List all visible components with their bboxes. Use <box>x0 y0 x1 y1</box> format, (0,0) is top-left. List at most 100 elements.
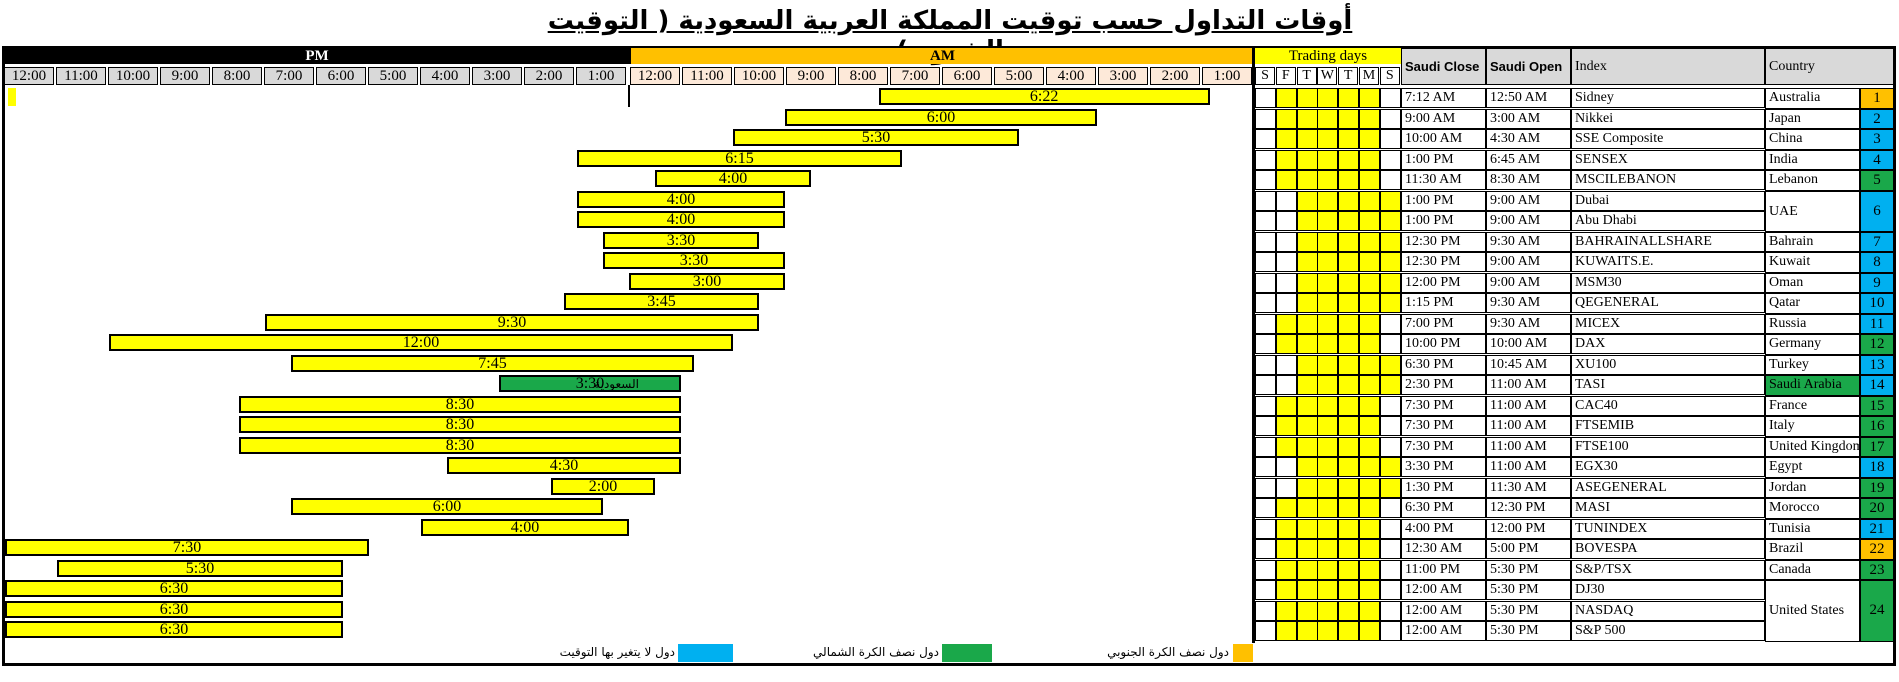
am-hour-label: 12:00 <box>630 67 680 85</box>
country-cell: Germany <box>1765 334 1860 355</box>
trading-day-cell <box>1379 108 1401 129</box>
trading-day-cell <box>1359 293 1380 313</box>
trading-day-cell <box>1296 293 1318 313</box>
trading-day-cell <box>1359 252 1380 272</box>
trading-day-cell <box>1359 170 1380 190</box>
table-cell-close: 3:30 PM <box>1401 457 1486 477</box>
trading-day-cell <box>1317 559 1339 580</box>
trading-day-cell <box>1338 416 1360 436</box>
trading-day-cell <box>1255 539 1276 559</box>
bar-duration: 6:00 <box>432 498 462 515</box>
trading-day-cell <box>1275 354 1297 375</box>
trading-day-cell <box>1338 88 1360 108</box>
sidney-wrap-marker <box>8 88 16 106</box>
trading-day-cell <box>1275 313 1297 334</box>
saudi-bar-label: السعودية <box>594 377 639 391</box>
pm-hour-label: 8:00 <box>212 67 262 85</box>
country-cell: Morocco <box>1765 498 1860 519</box>
trading-day-cell <box>1275 149 1297 170</box>
table-cell-open: 12:50 AM <box>1486 88 1571 108</box>
trading-day-cell <box>1379 88 1401 108</box>
trading-day-cell <box>1359 211 1380 231</box>
trading-day-cell <box>1359 498 1380 518</box>
trading-day-cell <box>1317 518 1339 539</box>
am-hour-label: 11:00 <box>682 67 732 85</box>
am-hour-label: 9:00 <box>786 67 836 85</box>
am-hour-label: 6:00 <box>942 67 992 85</box>
trading-day-cell <box>1255 293 1276 313</box>
table-cell-open: 12:30 PM <box>1486 498 1571 518</box>
bar-duration: 4:00 <box>718 170 748 187</box>
country-number: 1 <box>1860 88 1894 109</box>
trading-day-cell <box>1275 88 1297 108</box>
table-cell-open: 12:00 PM <box>1486 518 1571 539</box>
trading-day-cell <box>1296 272 1318 293</box>
trading-bar: 6:00 <box>785 108 1097 126</box>
trading-day-cell <box>1317 313 1339 334</box>
table-cell-open: 9:00 AM <box>1486 190 1571 211</box>
trading-day-cell <box>1379 580 1401 600</box>
country-number: 2 <box>1860 108 1894 129</box>
country-number: 13 <box>1860 354 1894 375</box>
trading-day-cell <box>1338 600 1360 621</box>
country-number: 22 <box>1860 539 1894 560</box>
trading-day-cell <box>1317 416 1339 436</box>
table-cell-open: 11:30 AM <box>1486 477 1571 498</box>
table-cell-index: XU100 <box>1571 354 1765 375</box>
trading-bar: 2:00 <box>551 477 655 495</box>
trading-day-cell <box>1379 395 1401 416</box>
trading-day-cell <box>1296 190 1318 211</box>
am-hour-label: 8:00 <box>838 67 888 85</box>
table-cell-open: 5:30 PM <box>1486 621 1571 641</box>
trading-bar: 8:30 <box>239 436 681 454</box>
trading-day-cell <box>1317 436 1339 457</box>
trading-bar: 3:30 <box>603 252 785 269</box>
trading-day-cell <box>1338 498 1360 518</box>
trading-day-cell <box>1275 580 1297 600</box>
trading-day-cell <box>1359 477 1380 498</box>
country-cell: China <box>1765 129 1860 150</box>
table-cell-close: 12:00 AM <box>1401 600 1486 621</box>
trading-day-cell <box>1359 272 1380 293</box>
table-cell-open: 9:30 AM <box>1486 231 1571 252</box>
trading-day-cell <box>1296 88 1318 108</box>
trading-day-cell <box>1275 416 1297 436</box>
table-cell-open: 11:00 AM <box>1486 416 1571 436</box>
country-number: 3 <box>1860 129 1894 150</box>
table-cell-close: 12:00 PM <box>1401 272 1486 293</box>
table-cell-index: TASI <box>1571 375 1765 395</box>
trading-day-cell <box>1359 108 1380 129</box>
country-number: 15 <box>1860 395 1894 416</box>
trading-day-cell <box>1338 231 1360 252</box>
chart-right-border <box>1252 48 1255 643</box>
trading-day-cell <box>1338 580 1360 600</box>
trading-day-cell <box>1275 108 1297 129</box>
trading-day-cell <box>1255 621 1276 641</box>
noon-separator <box>628 85 630 107</box>
trading-day-cell <box>1317 600 1339 621</box>
trading-day-cell <box>1338 436 1360 457</box>
day-letter: F <box>1275 67 1296 85</box>
table-cell-index: FTSEMIB <box>1571 416 1765 436</box>
country-number: 11 <box>1860 313 1894 334</box>
country-cell: Italy <box>1765 416 1860 437</box>
trading-day-cell <box>1317 477 1339 498</box>
country-cell: Oman <box>1765 272 1860 293</box>
trading-day-cell <box>1317 272 1339 293</box>
trading-day-cell <box>1379 231 1401 252</box>
table-cell-index: Dubai <box>1571 190 1765 211</box>
bar-duration: 4:00 <box>666 211 696 228</box>
table-cell-close: 1:00 PM <box>1401 149 1486 170</box>
table-cell-close: 12:30 PM <box>1401 231 1486 252</box>
trading-day-cell <box>1359 149 1380 170</box>
trading-day-cell <box>1296 436 1318 457</box>
trading-bar: 3:45 <box>564 293 759 310</box>
trading-day-cell <box>1359 334 1380 354</box>
trading-day-cell <box>1359 313 1380 334</box>
country-number: 24 <box>1860 580 1894 642</box>
trading-day-cell <box>1359 457 1380 477</box>
trading-day-cell <box>1255 457 1276 477</box>
bar-duration: 8:30 <box>445 395 475 413</box>
country-header: Country <box>1765 48 1894 85</box>
country-number: 5 <box>1860 170 1894 191</box>
